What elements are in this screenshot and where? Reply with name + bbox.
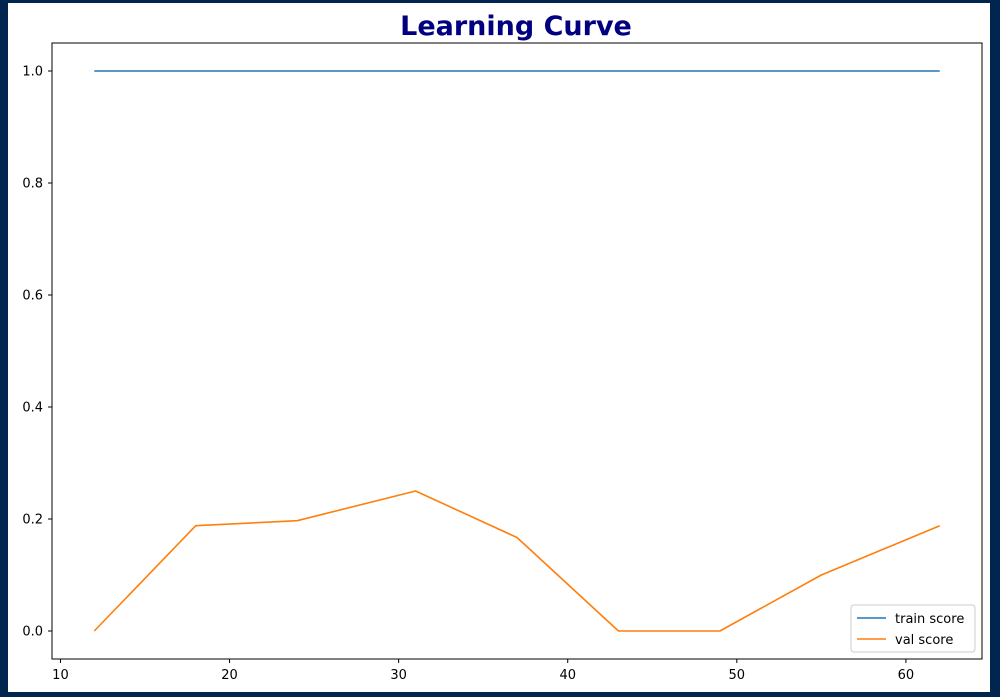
y-axis: 0.0 0.2 0.4 0.6 0.8 1.0 [22, 65, 52, 640]
y-tick-label: 0.4 [22, 401, 43, 416]
x-axis: 10 20 30 40 50 60 [52, 659, 914, 683]
legend-label-val-score: val score [895, 633, 953, 648]
y-tick-label: 0.0 [22, 625, 43, 640]
legend: train score val score [850, 604, 976, 653]
y-tick-label: 1.0 [22, 65, 43, 80]
chart-title: Learning Curve [400, 11, 632, 42]
x-tick-label: 30 [390, 668, 407, 683]
series-line-val-score [93, 490, 941, 632]
legend-box [850, 604, 976, 653]
x-tick-label: 50 [729, 668, 746, 683]
x-tick-label: 40 [559, 668, 576, 683]
series-layer [93, 70, 941, 632]
legend-label-train-score: train score [895, 612, 964, 627]
plot-area [51, 42, 983, 660]
y-tick-label: 0.8 [22, 177, 43, 192]
x-tick-label: 20 [221, 668, 238, 683]
y-tick-label: 0.6 [22, 289, 43, 304]
x-tick-label: 60 [898, 668, 915, 683]
y-tick-label: 0.2 [22, 513, 43, 528]
x-tick-label: 10 [52, 668, 69, 683]
